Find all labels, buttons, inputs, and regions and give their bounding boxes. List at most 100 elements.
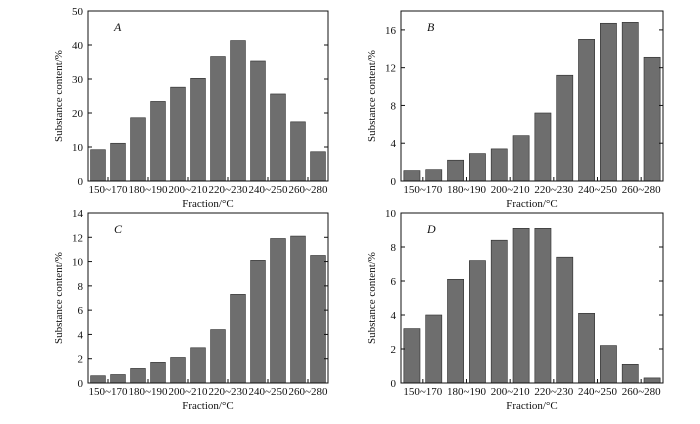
xtick-label-c-1: 150~170 xyxy=(89,386,128,398)
bar-c-2 xyxy=(110,374,126,384)
xtick-label-a-5: 240~250 xyxy=(249,184,288,196)
ytick-label-a-20: 20 xyxy=(72,108,84,120)
ytick-label-b-8: 8 xyxy=(391,100,397,112)
xtick-label-d-5: 240~250 xyxy=(578,386,617,398)
bar-a-11 xyxy=(290,121,306,182)
axes-frame-c xyxy=(87,212,329,384)
ytick-label-c-2: 2 xyxy=(78,354,84,366)
y-axis-title-a: Substance content/% xyxy=(53,50,65,142)
bar-a-6 xyxy=(190,78,206,182)
axes-frame-d xyxy=(400,212,664,384)
y-axis-title-b: Substance content/% xyxy=(366,50,378,142)
x-axis-title-c: Fraction/°C xyxy=(182,400,233,412)
ytick-label-c-6: 6 xyxy=(78,305,84,317)
bar-a-1 xyxy=(90,149,106,182)
xtick-label-d-2: 180~190 xyxy=(447,386,486,398)
ytick-label-d-0: 0 xyxy=(391,378,397,390)
xtick-label-d-4: 220~230 xyxy=(534,386,573,398)
bar-b-1 xyxy=(403,170,421,182)
xtick-label-b-6: 260~280 xyxy=(622,184,661,196)
xtick-label-a-4: 220~230 xyxy=(209,184,248,196)
bar-b-11 xyxy=(621,22,639,182)
xtick-label-c-5: 240~250 xyxy=(249,386,288,398)
ytick-label-c-4: 4 xyxy=(78,329,84,341)
xtick-label-a-2: 180~190 xyxy=(129,184,168,196)
bar-d-4 xyxy=(469,260,486,384)
ytick-label-d-6: 6 xyxy=(391,276,397,288)
ytick-label-c-10: 10 xyxy=(72,257,84,269)
panel-d: 0 2 4 6 8 10 150~170 180~190 200~210 220~230 240~2… xyxy=(366,208,664,412)
bar-b-12 xyxy=(643,56,661,182)
y-axis-title-d: Substance content/% xyxy=(366,252,378,344)
xtick-label-b-4: 220~230 xyxy=(534,184,573,196)
xtick-label-c-2: 180~190 xyxy=(129,386,168,398)
xtick-label-a-1: 150~170 xyxy=(89,184,128,196)
ytick-label-d-4: 4 xyxy=(391,310,397,322)
xtick-label-d-3: 200~210 xyxy=(491,386,530,398)
bar-b-10 xyxy=(600,22,617,182)
bar-a-3 xyxy=(130,117,146,182)
ytick-label-c-8: 8 xyxy=(78,281,84,293)
bar-b-2 xyxy=(425,169,443,182)
bar-d-7 xyxy=(534,228,552,384)
panel-letter-b: B xyxy=(427,20,435,34)
ytick-label-b-16: 16 xyxy=(385,25,397,37)
y-axis-title-c: Substance content/% xyxy=(53,252,65,344)
bar-a-9 xyxy=(250,60,266,182)
bar-d-1 xyxy=(403,328,421,384)
bar-c-5 xyxy=(170,357,186,384)
bar-c-7 xyxy=(210,329,226,384)
bar-d-2 xyxy=(425,314,443,384)
x-axis-title-d: Fraction/°C xyxy=(506,400,557,412)
axes-frame-b xyxy=(400,10,664,182)
ytick-label-a-40: 40 xyxy=(72,40,84,52)
bar-a-5 xyxy=(170,86,186,182)
xtick-label-b-3: 200~210 xyxy=(491,184,530,196)
x-axis-title-a: Fraction/°C xyxy=(182,198,233,210)
bar-a-10 xyxy=(270,93,286,182)
panel-letter-c: C xyxy=(114,222,123,236)
bar-d-6 xyxy=(512,228,530,384)
bar-d-11 xyxy=(621,363,639,384)
ytick-label-b-0: 0 xyxy=(391,176,397,188)
ytick-label-c-14: 14 xyxy=(72,208,84,220)
ytick-label-d-8: 8 xyxy=(391,242,397,254)
bar-d-5 xyxy=(490,239,508,384)
xtick-label-c-3: 200~210 xyxy=(169,386,208,398)
xtick-label-b-5: 240~250 xyxy=(578,184,617,196)
ytick-label-b-4: 4 xyxy=(391,138,397,150)
bar-b-7 xyxy=(534,112,552,182)
xtick-label-b-2: 180~190 xyxy=(447,184,486,196)
axes-frame-a xyxy=(87,10,329,182)
bar-a-12 xyxy=(310,151,326,182)
bar-c-11 xyxy=(290,235,306,384)
panel-letter-a: A xyxy=(113,20,122,34)
bar-b-4 xyxy=(469,153,486,182)
xtick-label-c-6: 260~280 xyxy=(289,386,328,398)
bar-d-10 xyxy=(600,345,617,384)
x-axis-title-b: Fraction/°C xyxy=(506,198,557,210)
xtick-label-d-1: 150~170 xyxy=(403,386,442,398)
bar-b-9 xyxy=(578,39,595,182)
bar-b-6 xyxy=(512,135,530,182)
bar-a-4 xyxy=(150,101,166,182)
bar-b-3 xyxy=(447,159,464,182)
ytick-label-c-0: 0 xyxy=(78,378,84,390)
ytick-label-d-2: 2 xyxy=(391,344,397,356)
bar-d-9 xyxy=(578,312,595,384)
bar-c-10 xyxy=(270,238,286,384)
xtick-label-c-4: 220~230 xyxy=(209,386,248,398)
ytick-label-b-12: 12 xyxy=(385,63,396,75)
bar-c-3 xyxy=(130,368,146,384)
bar-c-8 xyxy=(230,294,246,384)
bar-d-3 xyxy=(447,278,464,384)
bar-c-4 xyxy=(150,362,166,384)
bar-a-2 xyxy=(110,142,126,182)
bar-d-12 xyxy=(643,377,661,384)
bar-b-5 xyxy=(490,148,508,182)
ytick-label-a-50: 50 xyxy=(72,6,84,18)
bar-b-8 xyxy=(556,74,574,182)
